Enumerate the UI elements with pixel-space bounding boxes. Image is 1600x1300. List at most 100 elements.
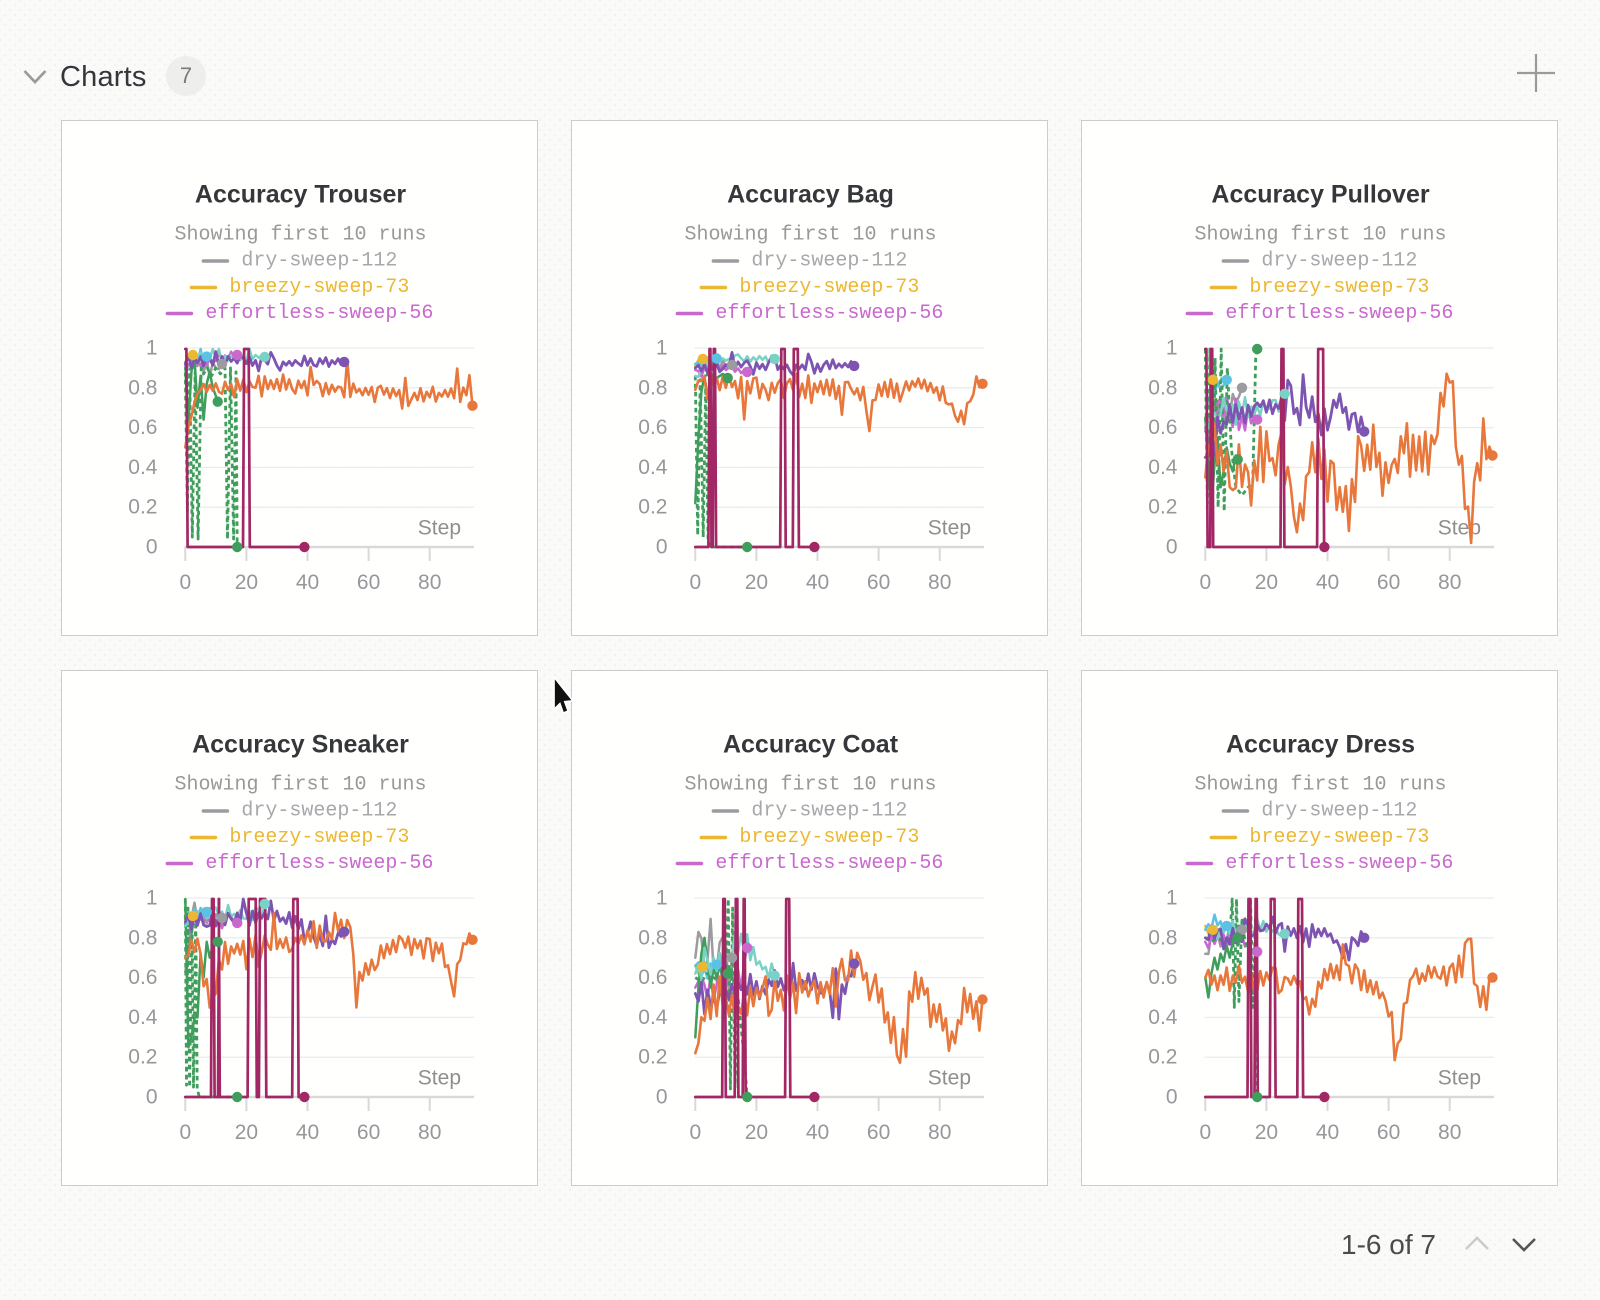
svg-text:Step: Step bbox=[928, 517, 971, 540]
svg-text:0: 0 bbox=[1199, 1121, 1211, 1144]
svg-text:Step: Step bbox=[418, 517, 461, 540]
svg-text:60: 60 bbox=[1377, 1121, 1400, 1144]
svg-text:dry-sweep-112: dry-sweep-112 bbox=[1261, 800, 1417, 823]
svg-text:0: 0 bbox=[1199, 571, 1211, 594]
svg-text:80: 80 bbox=[1438, 1121, 1461, 1144]
svg-text:40: 40 bbox=[806, 571, 829, 594]
svg-text:0: 0 bbox=[689, 1121, 701, 1144]
svg-text:40: 40 bbox=[296, 1121, 319, 1144]
svg-text:40: 40 bbox=[1316, 1121, 1339, 1144]
svg-text:0.8: 0.8 bbox=[128, 376, 157, 399]
svg-text:effortless-sweep-56: effortless-sweep-56 bbox=[715, 302, 943, 325]
svg-text:1: 1 bbox=[146, 887, 158, 910]
svg-text:Accuracy Bag: Accuracy Bag bbox=[727, 181, 894, 209]
svg-text:20: 20 bbox=[235, 1121, 258, 1144]
svg-text:1: 1 bbox=[656, 337, 668, 360]
svg-text:0.2: 0.2 bbox=[1148, 496, 1177, 519]
svg-text:Step: Step bbox=[1438, 1067, 1481, 1090]
svg-text:20: 20 bbox=[235, 571, 258, 594]
svg-text:0.8: 0.8 bbox=[638, 926, 667, 949]
svg-text:Accuracy Dress: Accuracy Dress bbox=[1226, 731, 1415, 759]
svg-text:Step: Step bbox=[928, 1067, 971, 1090]
svg-text:Showing first 10 runs: Showing first 10 runs bbox=[174, 774, 426, 797]
svg-text:Showing first 10 runs: Showing first 10 runs bbox=[1194, 774, 1446, 797]
svg-text:1: 1 bbox=[146, 337, 158, 360]
svg-text:dry-sweep-112: dry-sweep-112 bbox=[751, 800, 907, 823]
svg-text:0: 0 bbox=[689, 571, 701, 594]
svg-text:20: 20 bbox=[1255, 1121, 1278, 1144]
svg-text:0.6: 0.6 bbox=[1148, 966, 1177, 989]
svg-text:0.4: 0.4 bbox=[638, 1006, 668, 1029]
svg-text:0: 0 bbox=[1166, 1086, 1178, 1109]
svg-text:Showing first 10 runs: Showing first 10 runs bbox=[1194, 224, 1446, 247]
svg-text:0.6: 0.6 bbox=[128, 966, 157, 989]
svg-text:0.8: 0.8 bbox=[1148, 926, 1177, 949]
svg-text:0.6: 0.6 bbox=[128, 416, 157, 439]
svg-text:80: 80 bbox=[928, 1121, 951, 1144]
svg-text:40: 40 bbox=[296, 571, 319, 594]
svg-text:20: 20 bbox=[1255, 571, 1278, 594]
svg-text:breezy-sweep-73: breezy-sweep-73 bbox=[1249, 826, 1429, 849]
svg-text:0: 0 bbox=[146, 1086, 158, 1109]
svg-text:40: 40 bbox=[1316, 571, 1339, 594]
svg-text:0.2: 0.2 bbox=[638, 496, 667, 519]
svg-text:breezy-sweep-73: breezy-sweep-73 bbox=[739, 826, 919, 849]
svg-text:60: 60 bbox=[867, 571, 890, 594]
svg-text:0.2: 0.2 bbox=[128, 496, 157, 519]
svg-text:effortless-sweep-56: effortless-sweep-56 bbox=[1225, 302, 1453, 325]
svg-text:80: 80 bbox=[418, 1121, 441, 1144]
svg-text:dry-sweep-112: dry-sweep-112 bbox=[241, 800, 397, 823]
svg-text:Accuracy Pullover: Accuracy Pullover bbox=[1211, 181, 1429, 209]
svg-text:80: 80 bbox=[418, 571, 441, 594]
svg-text:breezy-sweep-73: breezy-sweep-73 bbox=[229, 276, 409, 299]
svg-text:Accuracy Coat: Accuracy Coat bbox=[723, 731, 899, 759]
svg-text:Showing first 10 runs: Showing first 10 runs bbox=[684, 774, 936, 797]
svg-text:0: 0 bbox=[179, 1121, 191, 1144]
svg-text:0.4: 0.4 bbox=[128, 1006, 158, 1029]
svg-text:0.8: 0.8 bbox=[638, 376, 667, 399]
svg-text:0: 0 bbox=[656, 1086, 668, 1109]
svg-text:Accuracy Sneaker: Accuracy Sneaker bbox=[192, 731, 409, 759]
svg-text:0.8: 0.8 bbox=[128, 926, 157, 949]
svg-text:dry-sweep-112: dry-sweep-112 bbox=[751, 250, 907, 273]
svg-text:1: 1 bbox=[1166, 337, 1178, 360]
svg-text:0: 0 bbox=[179, 571, 191, 594]
svg-text:dry-sweep-112: dry-sweep-112 bbox=[1261, 250, 1417, 273]
svg-text:0.6: 0.6 bbox=[1148, 416, 1177, 439]
svg-text:80: 80 bbox=[1438, 571, 1461, 594]
svg-text:60: 60 bbox=[357, 1121, 380, 1144]
svg-text:0: 0 bbox=[1166, 536, 1178, 559]
svg-text:0.8: 0.8 bbox=[1148, 376, 1177, 399]
svg-text:0: 0 bbox=[146, 536, 158, 559]
svg-text:Showing first 10 runs: Showing first 10 runs bbox=[684, 224, 936, 247]
svg-text:0: 0 bbox=[656, 536, 668, 559]
svg-text:0.4: 0.4 bbox=[128, 456, 158, 479]
svg-text:effortless-sweep-56: effortless-sweep-56 bbox=[205, 852, 433, 875]
svg-text:20: 20 bbox=[745, 1121, 768, 1144]
svg-text:0.2: 0.2 bbox=[128, 1046, 157, 1069]
svg-text:effortless-sweep-56: effortless-sweep-56 bbox=[1225, 852, 1453, 875]
svg-text:60: 60 bbox=[357, 571, 380, 594]
svg-text:breezy-sweep-73: breezy-sweep-73 bbox=[229, 826, 409, 849]
svg-text:0.4: 0.4 bbox=[638, 456, 668, 479]
svg-text:Showing first 10 runs: Showing first 10 runs bbox=[174, 224, 426, 247]
svg-text:effortless-sweep-56: effortless-sweep-56 bbox=[715, 852, 943, 875]
svg-text:60: 60 bbox=[867, 1121, 890, 1144]
svg-text:Accuracy Trouser: Accuracy Trouser bbox=[195, 181, 406, 209]
svg-text:20: 20 bbox=[745, 571, 768, 594]
svg-text:1: 1 bbox=[656, 887, 668, 910]
svg-text:0.6: 0.6 bbox=[638, 416, 667, 439]
svg-text:breezy-sweep-73: breezy-sweep-73 bbox=[1249, 276, 1429, 299]
svg-text:Step: Step bbox=[1438, 517, 1481, 540]
svg-text:0.2: 0.2 bbox=[638, 1046, 667, 1069]
svg-text:1: 1 bbox=[1166, 887, 1178, 910]
svg-text:Step: Step bbox=[418, 1067, 461, 1090]
svg-text:effortless-sweep-56: effortless-sweep-56 bbox=[205, 302, 433, 325]
svg-text:60: 60 bbox=[1377, 571, 1400, 594]
svg-text:0.4: 0.4 bbox=[1148, 456, 1178, 479]
svg-text:dry-sweep-112: dry-sweep-112 bbox=[241, 250, 397, 273]
svg-text:0.6: 0.6 bbox=[638, 966, 667, 989]
svg-text:40: 40 bbox=[806, 1121, 829, 1144]
svg-text:0.2: 0.2 bbox=[1148, 1046, 1177, 1069]
svg-text:80: 80 bbox=[928, 571, 951, 594]
